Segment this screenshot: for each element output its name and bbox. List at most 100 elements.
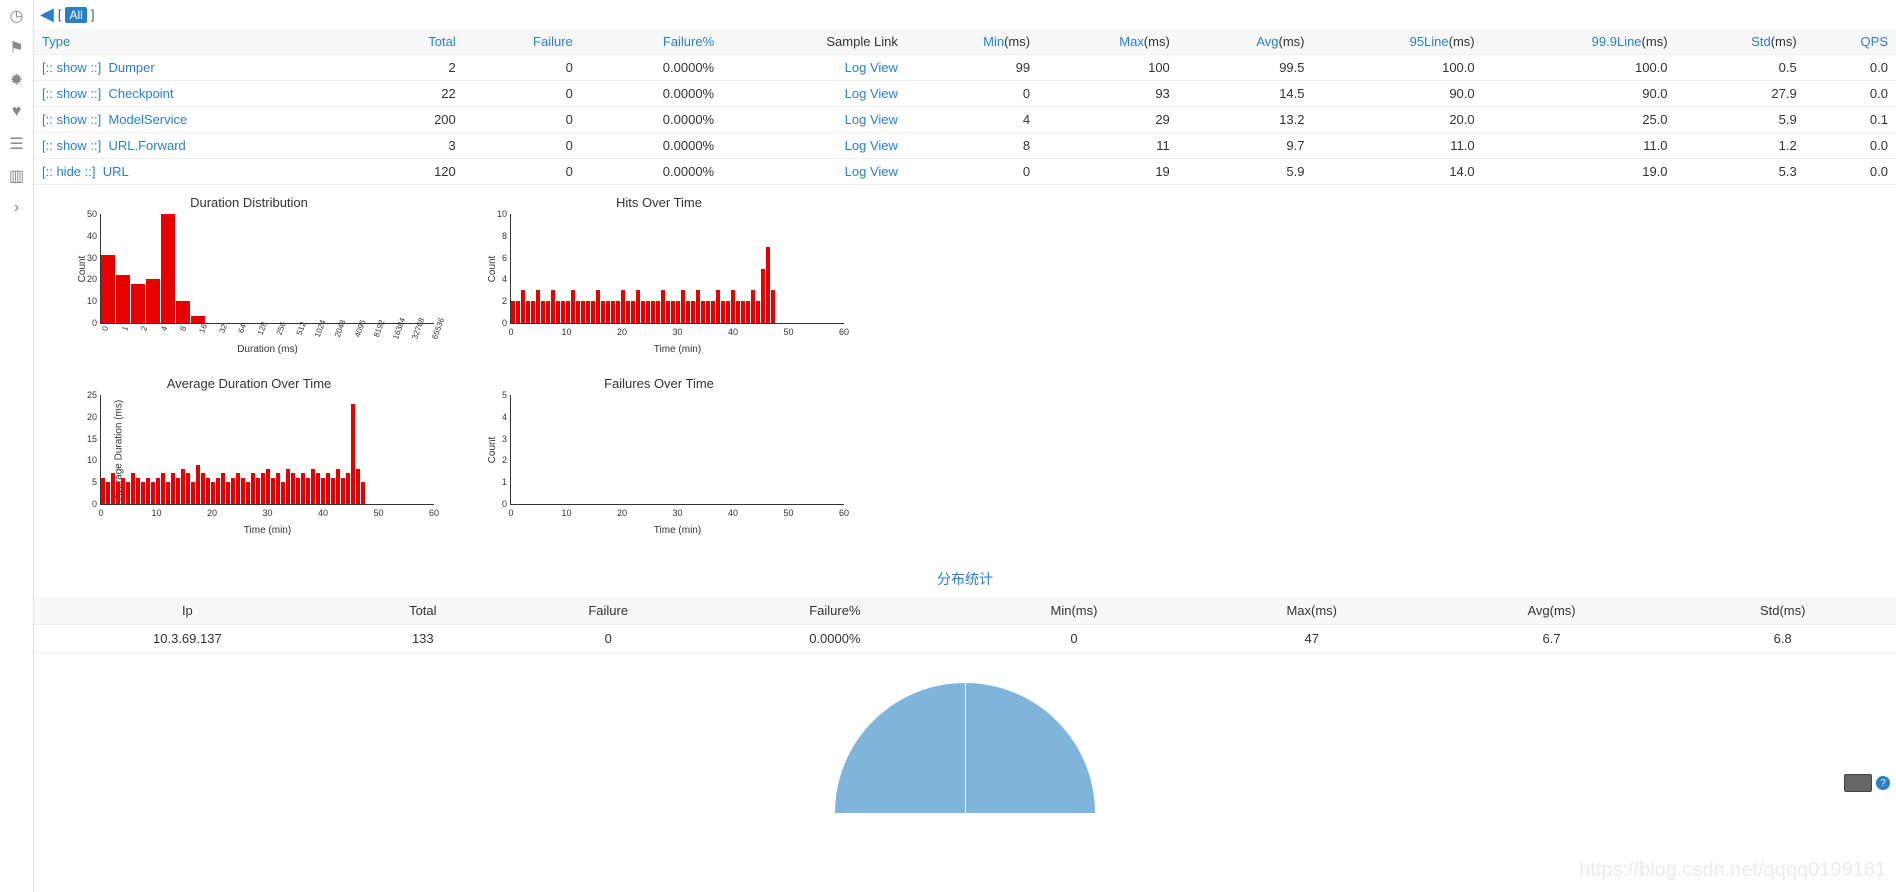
table-row: [:: show ::] URL.Forward300.0000%Log Vie… — [34, 133, 1896, 159]
cell-max: 29 — [1038, 107, 1178, 133]
col-qps[interactable]: QPS — [1861, 34, 1888, 49]
cell-failure-pct: 0.0000% — [581, 81, 722, 107]
cell-total: 22 — [373, 81, 464, 107]
chart-bar — [536, 290, 540, 323]
cell-std: 27.9 — [1676, 81, 1805, 107]
chart-bar — [761, 269, 765, 324]
logview-link[interactable]: Log View — [845, 112, 898, 127]
col-p999[interactable]: 99.9Line — [1592, 34, 1642, 49]
col-p95[interactable]: 95Line — [1410, 34, 1449, 49]
chart-bar — [136, 478, 140, 504]
chart-bar — [766, 247, 770, 323]
col-total[interactable]: Total — [428, 34, 455, 49]
cell-avg: 9.7 — [1178, 133, 1313, 159]
chart-bar — [581, 301, 585, 323]
chart-bar — [281, 482, 285, 504]
all-filter-button[interactable]: All — [65, 7, 86, 23]
toggle-link[interactable]: [:: hide ::] — [42, 164, 95, 179]
chart-bar — [356, 469, 360, 504]
col-type[interactable]: Type — [42, 34, 70, 49]
help-icon[interactable]: ? — [1876, 776, 1890, 790]
clock-icon[interactable]: ◷ — [7, 6, 27, 26]
toggle-link[interactable]: [:: show ::] — [42, 86, 101, 101]
chart-bar — [596, 290, 600, 323]
chart-bar — [756, 301, 760, 323]
chart-bar — [701, 301, 705, 323]
logview-link[interactable]: Log View — [845, 164, 898, 179]
chart-bar — [641, 301, 645, 323]
chart-bar — [221, 473, 225, 504]
chart-bar — [606, 301, 610, 323]
toggle-link[interactable]: [:: show ::] — [42, 112, 101, 127]
flag-icon[interactable]: ⚑ — [7, 38, 27, 58]
chart-bar — [721, 301, 725, 323]
chart-bar — [651, 301, 655, 323]
cell-min: 0 — [906, 159, 1038, 185]
bug-icon[interactable]: ✹ — [7, 70, 27, 90]
col-std[interactable]: Std — [1751, 34, 1771, 49]
heart-icon[interactable]: ♥ — [7, 102, 27, 122]
back-icon[interactable]: ◀ — [40, 4, 54, 25]
chart-bar — [176, 301, 190, 323]
chart-hits-over-time: Hits Over Time Count Time (min) 02468100… — [474, 195, 844, 358]
chart-bar — [241, 478, 245, 504]
chart-bar — [256, 478, 260, 504]
chart-bar — [551, 290, 555, 323]
chart-icon[interactable]: ▥ — [7, 166, 27, 186]
table-row: [:: show ::] Checkpoint 22 0 0.0000% Log Vie… — [34, 81, 1896, 107]
cell-qps: 0.0 — [1805, 133, 1896, 159]
dist-col-avg: Avg(ms) — [1434, 597, 1670, 625]
list-icon[interactable]: ☰ — [7, 134, 27, 154]
chart-bar — [571, 290, 575, 323]
dist-col-failure: Failure — [505, 597, 712, 625]
cell-min: 0 — [906, 81, 1038, 107]
arrow-icon[interactable]: › — [7, 198, 27, 218]
chart-bar — [216, 478, 220, 504]
col-failure-pct[interactable]: Failure% — [663, 34, 714, 49]
chart-bar — [211, 482, 215, 504]
type-name[interactable]: URL.Forward — [108, 138, 185, 153]
chart-bar — [626, 301, 630, 323]
chart-bar — [171, 473, 175, 504]
cell-qps: 0.0 — [1805, 81, 1896, 107]
toggle-link[interactable]: [:: show ::] — [42, 60, 101, 75]
chart-bar — [331, 478, 335, 504]
chart-bar — [616, 301, 620, 323]
chart-bar — [126, 482, 130, 504]
type-name[interactable]: URL — [103, 164, 129, 179]
chart-bar — [286, 469, 290, 504]
chart-bar — [556, 301, 560, 323]
col-avg[interactable]: Avg — [1256, 34, 1278, 49]
cell-total: 120 — [373, 159, 464, 185]
type-name[interactable]: ModelService — [108, 112, 187, 127]
cell-failure: 0 — [464, 107, 581, 133]
cell-total: 3 — [373, 133, 464, 159]
col-min[interactable]: Min — [983, 34, 1004, 49]
chart-bar — [636, 290, 640, 323]
cell-std: 0.5 — [1676, 55, 1805, 81]
logview-link[interactable]: Log View — [845, 60, 898, 75]
chart-bar — [161, 473, 165, 504]
cell-failure-pct: 0.0000% — [581, 133, 722, 159]
chart-bar — [686, 301, 690, 323]
cell-failure-pct: 0.0000% — [581, 107, 722, 133]
chart-bar — [236, 473, 240, 504]
table-row: [:: hide ::] URL12000.0000%Log View0195.… — [34, 159, 1896, 185]
type-name[interactable]: Dumper — [108, 60, 154, 75]
table-row: [:: show ::] ModelService20000.0000%Log … — [34, 107, 1896, 133]
col-max[interactable]: Max — [1119, 34, 1144, 49]
cell-max: 100 — [1038, 55, 1178, 81]
logview-link[interactable]: Log View — [845, 138, 898, 153]
chart-bar — [261, 473, 265, 504]
type-name[interactable]: Checkpoint — [108, 86, 173, 101]
cell-avg: 5.9 — [1178, 159, 1313, 185]
logview-link[interactable]: Log View — [845, 86, 898, 101]
keyboard-icon[interactable] — [1844, 774, 1872, 792]
chart-bar — [196, 465, 200, 504]
chart-bar — [191, 316, 205, 323]
cell-p999: 11.0 — [1483, 133, 1676, 159]
chart-bar — [521, 290, 525, 323]
cell-std: 5.3 — [1676, 159, 1805, 185]
toggle-link[interactable]: [:: show ::] — [42, 138, 101, 153]
col-failure[interactable]: Failure — [533, 34, 573, 49]
